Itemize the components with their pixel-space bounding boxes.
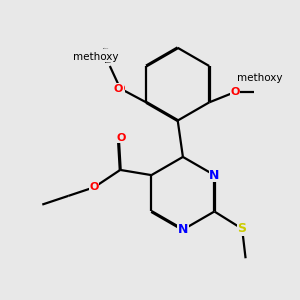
Text: methoxy: methoxy [103,47,110,49]
Text: methoxy: methoxy [237,73,282,83]
Text: N: N [178,223,188,236]
Text: S: S [238,222,247,235]
Text: methoxy: methoxy [105,62,111,63]
Text: methoxy: methoxy [106,53,113,55]
Text: methoxy: methoxy [106,54,113,56]
Text: O: O [90,182,99,192]
Text: methoxy: methoxy [73,52,119,62]
Text: N: N [209,169,220,182]
Text: O: O [230,87,240,97]
Text: O: O [117,133,126,143]
Text: O: O [116,83,125,94]
Text: O: O [114,83,123,94]
